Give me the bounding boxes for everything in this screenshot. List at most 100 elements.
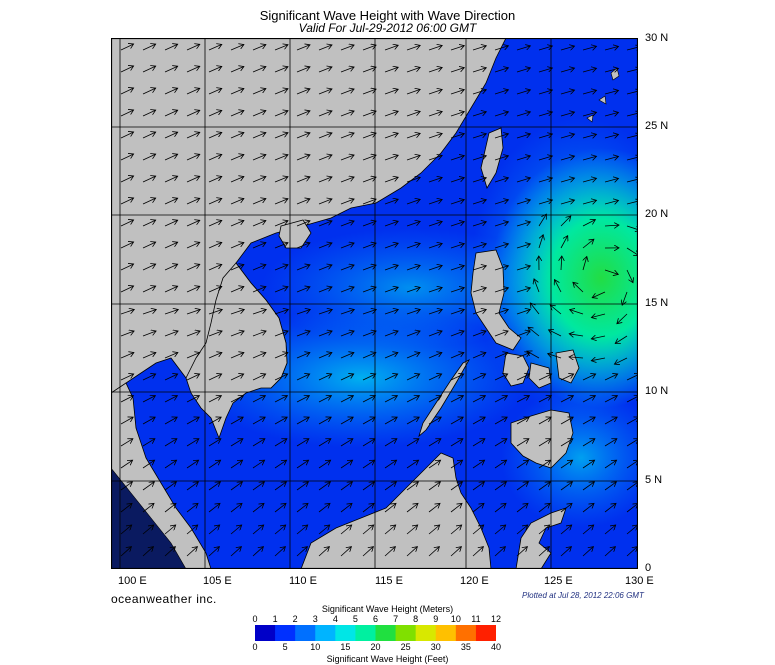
direction-arrow [550,305,562,315]
direction-arrow [472,134,486,139]
direction-arrow [406,287,420,293]
direction-arrow [164,286,178,293]
direction-arrow [230,67,244,73]
direction-arrow [384,353,398,359]
direction-arrow [186,286,200,293]
meters-tick-label: 0 [252,614,258,624]
direction-arrow [120,220,134,227]
direction-arrow [560,200,575,205]
direction-arrow [472,417,485,425]
direction-arrow [362,417,375,425]
direction-arrow [450,439,463,447]
direction-arrow [494,222,508,227]
direction-arrow [296,45,310,51]
direction-arrow [252,177,266,183]
direction-arrow [252,525,264,535]
direction-arrow [208,176,222,183]
meters-tick-label: 9 [433,614,439,624]
direction-arrow [472,482,484,491]
direction-arrow [296,482,308,491]
direction-arrow [384,133,398,139]
direction-arrow [450,417,463,425]
direction-arrow [142,264,156,271]
direction-arrow [384,155,398,161]
direction-arrow [120,154,134,161]
direction-arrow [362,310,376,315]
direction-arrow [450,112,464,117]
direction-arrow [318,287,332,293]
direction-arrow [208,547,219,557]
direction-arrow [230,353,244,359]
direction-arrow [142,220,156,227]
direction-arrow [472,310,486,315]
direction-arrow [406,525,418,535]
direction-arrow [472,547,483,557]
direction-arrow [626,547,637,557]
direction-arrow [604,374,618,381]
direction-arrow [428,46,442,51]
direction-arrow [626,525,638,535]
direction-arrow [582,134,597,138]
direction-arrow [252,89,266,95]
direction-arrow [164,331,178,337]
direction-arrow [516,503,528,513]
direction-arrow [428,353,442,359]
direction-arrow [318,45,332,51]
direction-arrow [164,460,177,469]
direction-arrow [428,288,442,293]
direction-arrow [604,525,616,535]
direction-arrow [450,374,464,381]
direction-arrow [274,67,288,73]
direction-arrow [582,46,597,50]
direction-arrow [555,280,562,293]
direction-arrow [516,460,529,469]
direction-arrow [340,265,354,271]
direction-arrow [362,155,376,161]
direction-arrow [626,69,638,73]
direction-arrow [406,89,420,95]
direction-arrow [428,90,442,95]
direction-arrow [142,66,156,73]
direction-arrow [406,374,420,381]
direction-arrow [362,331,376,337]
direction-arrow [120,331,134,337]
direction-arrow [230,133,244,139]
direction-arrow [186,525,198,535]
direction-arrow [406,243,420,249]
direction-arrow [516,134,530,139]
direction-arrow [516,244,530,249]
direction-arrow [516,222,530,227]
direction-arrow [538,134,552,139]
direction-arrow [252,374,266,381]
direction-arrow [230,287,244,293]
direction-arrow [582,156,597,160]
direction-arrow [604,547,615,557]
direction-arrow [164,374,178,381]
direction-arrow [472,396,485,403]
direction-arrow [450,266,464,271]
direction-arrow [604,396,617,403]
lat-label-10n: 10 N [645,385,669,397]
direction-arrow [318,417,331,425]
direction-arrow [384,221,398,227]
direction-arrow [164,264,178,271]
feet-tick-label: 15 [340,642,351,652]
direction-arrow [406,417,419,425]
direction-arrow [340,396,353,403]
mindanao [510,409,574,469]
direction-arrow [538,178,552,183]
direction-arrow [516,90,530,95]
direction-arrow [604,269,618,274]
colorbar-swatch [475,625,496,641]
direction-arrow [252,265,266,271]
direction-arrow [582,239,594,249]
direction-arrow [340,417,353,425]
direction-arrow [208,44,222,51]
direction-arrow [340,287,354,293]
direction-arrow [472,90,486,95]
direction-arrow [296,547,307,557]
direction-arrow [164,220,178,227]
colorbar-swatch [355,625,376,641]
direction-arrow [582,547,593,557]
direction-arrow [406,439,419,447]
